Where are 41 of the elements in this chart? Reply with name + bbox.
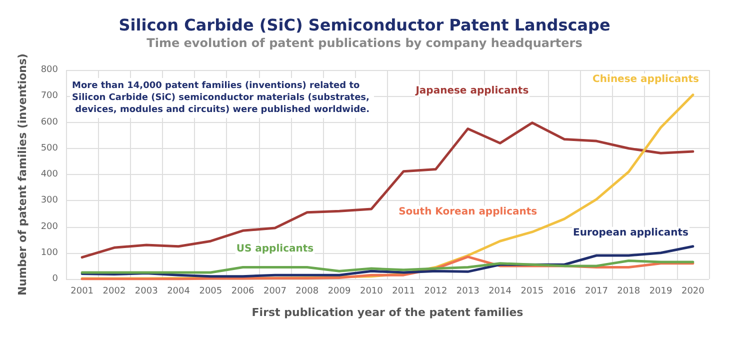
series-label: Chinese applicants xyxy=(592,74,700,85)
x-tick-label: 2019 xyxy=(649,286,672,296)
y-tick-label: 300 xyxy=(40,196,58,206)
x-tick-label: 2009 xyxy=(328,286,351,296)
x-tick-label: 2003 xyxy=(134,286,158,296)
x-tick-label: 2005 xyxy=(199,286,222,296)
y-tick-label: 100 xyxy=(40,248,58,258)
series-label: US applicants xyxy=(236,244,314,255)
y-axis-title: Number of patent families (inventions) xyxy=(16,53,29,296)
x-tick-label: 2018 xyxy=(617,286,640,296)
y-tick-label: 600 xyxy=(40,117,58,128)
x-tick-label: 2020 xyxy=(681,286,705,296)
x-tick-label: 2004 xyxy=(167,286,190,296)
x-tick-label: 2017 xyxy=(585,286,608,296)
x-tick-label: 2007 xyxy=(264,286,286,296)
x-axis-title: First publication year of the patent families xyxy=(252,306,524,319)
x-tick-label: 2016 xyxy=(552,286,576,296)
x-tick-label: 2006 xyxy=(231,286,255,296)
y-tick-label: 800 xyxy=(40,65,58,75)
y-tick-label: 700 xyxy=(40,91,58,102)
series-label: European applicants xyxy=(573,227,689,238)
x-tick-label: 2008 xyxy=(296,286,319,296)
y-tick-label: 0 xyxy=(52,274,58,284)
y-tick-label: 500 xyxy=(40,143,58,154)
line-series xyxy=(80,259,694,274)
text: Japanese applicants xyxy=(414,85,529,96)
x-tick-label: 2002 xyxy=(102,286,126,296)
x-tick-label: 2011 xyxy=(392,286,416,296)
y-tick-label: 200 xyxy=(40,222,58,232)
x-tick-label: 2013 xyxy=(456,286,480,296)
y-tick-label: 400 xyxy=(40,170,58,180)
annotation: More than 14,000 patent families (inventions) related to Silicon Carbide (SiC) semiconductor materials (substrates, devices, modules and circuits) were published worldwide. xyxy=(72,81,370,115)
chart-title: Silicon Carbide (SiC) Semiconductor Patent Landscape xyxy=(118,16,610,34)
x-tick-label: 2012 xyxy=(424,286,448,296)
chart-subtitle: Time evolution of patent publications by company headquarters xyxy=(146,36,582,50)
line-series xyxy=(80,122,694,259)
text: South Korean applicants xyxy=(398,206,538,218)
x-tick-label: 2015 xyxy=(520,286,544,296)
x-tick-label: 2010 xyxy=(360,286,384,296)
x-tick-label: 2014 xyxy=(488,286,512,296)
x-tick-label: 2001 xyxy=(70,286,94,296)
